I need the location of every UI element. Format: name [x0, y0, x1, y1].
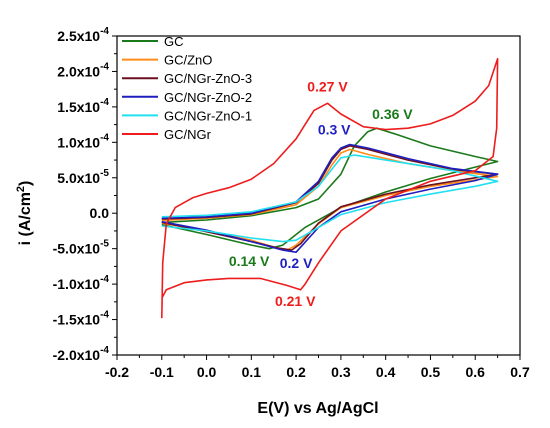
legend-label-5: GC/NGr: [164, 127, 212, 142]
peak-annotation-4: 0.2 V: [280, 255, 313, 271]
legend-label-4: GC/NGr-ZnO-1: [164, 108, 252, 123]
y-axis-title: i (A/cm2): [15, 181, 34, 246]
x-tick-label: 0.1: [242, 364, 262, 380]
y-axis-title-sup: 2: [15, 186, 27, 192]
y-axis-title-end: ): [17, 181, 34, 186]
y-tick-label: -1.5x10-4: [53, 310, 110, 328]
peak-annotation-1: 0.36 V: [372, 106, 413, 122]
peak-annotation-3: 0.14 V: [229, 253, 270, 269]
x-tick-label: -0.1: [150, 364, 174, 380]
curves-layer: [161, 57, 499, 319]
legend-label-2: GC/NGr-ZnO-3: [164, 71, 252, 86]
series-line-4: [161, 154, 499, 243]
axes-layer: -0.2 -0.1 0.0 0.1 0.2 0.3 0.4 0.5 0.6 0.7 -2.0x10-…: [53, 26, 530, 380]
series-line-5: [161, 57, 499, 319]
y-axis-title-main: i (A/cm: [17, 192, 34, 245]
legend-label-1: GC/ZnO: [164, 53, 212, 68]
y-tick-label: 0.0: [90, 205, 110, 221]
x-tick-label: -0.2: [105, 364, 129, 380]
peak-annotation-0: 0.27 V: [307, 78, 348, 94]
x-tick-label: 0.4: [376, 364, 396, 380]
peak-annotation-2: 0.3 V: [318, 122, 351, 138]
y-tick-label: 1.5x10-4: [57, 97, 109, 115]
legend: GC GC/ZnO GC/NGr-ZnO-3 GC/NGr-ZnO-2 GC/NGr-Z…: [122, 34, 252, 142]
x-tick-label: 0.2: [286, 364, 306, 380]
y-tick-label: 1.0x10-4: [57, 132, 109, 150]
x-tick-label: 0.0: [197, 364, 217, 380]
x-tick-label: 0.3: [331, 364, 351, 380]
series-line-0: [161, 127, 499, 250]
y-tick-label: 2.5x10-4: [57, 26, 109, 44]
x-axis-title: E(V) vs Ag/AgCl: [257, 400, 378, 417]
annotations-layer: 0.27 V 0.36 V 0.3 V 0.14 V 0.2 V 0.21 V: [229, 78, 413, 309]
y-tick-label: 2.0x10-4: [57, 61, 109, 79]
y-tick-label: 5.0x10-5: [57, 168, 109, 186]
series-line-3: [161, 143, 499, 253]
y-tick-label: -5.0x10-5: [53, 239, 110, 257]
x-tick-label: 0.5: [421, 364, 441, 380]
y-tick-label: -1.0x10-4: [53, 274, 110, 292]
y-tick-label: -2.0x10-4: [53, 345, 110, 363]
legend-label-0: GC: [164, 34, 184, 49]
peak-annotation-5: 0.21 V: [275, 293, 316, 309]
legend-label-3: GC/NGr-ZnO-2: [164, 90, 252, 105]
x-tick-label: 0.7: [510, 364, 530, 380]
x-tick-label: 0.6: [465, 364, 485, 380]
